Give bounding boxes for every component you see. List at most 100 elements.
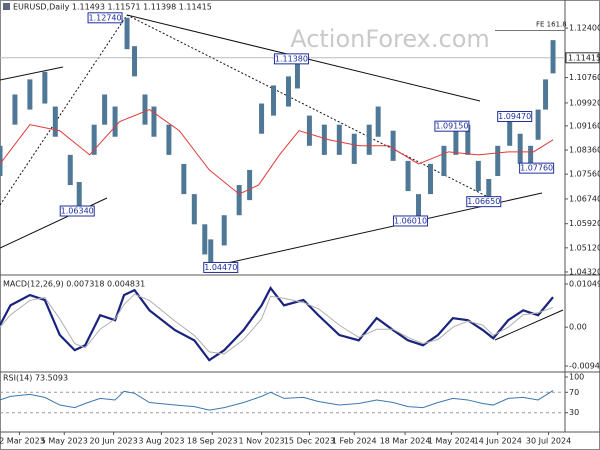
y-tick-label: 100 xyxy=(569,373,584,382)
annotation-label: 1.07760 xyxy=(520,164,553,173)
price-bar xyxy=(181,163,187,195)
y-tick-label: 1.09920 xyxy=(569,98,600,107)
y-tick-label: 0.01049 xyxy=(569,280,600,289)
price-bar xyxy=(475,160,481,192)
price-bar xyxy=(528,145,534,169)
y-tick-label: 1.04320 xyxy=(569,267,600,276)
price-bar xyxy=(495,145,501,176)
price-bar xyxy=(259,103,265,134)
trendline xyxy=(0,66,64,81)
price-bar xyxy=(390,130,396,161)
annotation-label: 1.11380 xyxy=(275,54,308,63)
indicator-line xyxy=(0,286,554,362)
annotation-label: 1.04470 xyxy=(204,263,237,272)
x-tick-label: 18 Mar 2024 xyxy=(380,437,431,446)
y-tick-label: 1.06740 xyxy=(569,194,600,203)
price-bar xyxy=(517,133,523,164)
title-icon xyxy=(3,3,10,10)
price-bar xyxy=(208,239,214,268)
x-tick-label: 1 May 2024 xyxy=(428,437,475,446)
x-tick-label: 14 Jun 2024 xyxy=(474,437,522,446)
last-price-label: 1.11415 xyxy=(568,53,600,62)
price-bar xyxy=(535,109,541,140)
annotation-box xyxy=(434,120,470,132)
price-bar xyxy=(294,58,300,89)
price-bar xyxy=(76,182,82,212)
annotation-label: 1.09150 xyxy=(435,122,468,131)
indicator-line xyxy=(0,390,554,411)
watermark: ActionForex.com xyxy=(290,25,490,53)
price-bar xyxy=(321,124,327,155)
price-bar xyxy=(306,115,312,146)
price-bar xyxy=(0,145,3,176)
fe-label: FE 161.8 xyxy=(536,20,567,28)
annotation-box xyxy=(393,215,429,227)
annotation-label: 1.09470 xyxy=(498,112,531,121)
annotation-label: 1.06650 xyxy=(467,197,500,206)
price-bar xyxy=(405,160,411,192)
price-bar xyxy=(112,106,118,137)
moving-average xyxy=(0,109,554,195)
price-bar xyxy=(236,185,242,216)
y-tick-label: 0.00 xyxy=(569,323,587,332)
price-bar xyxy=(416,194,422,221)
price-bar xyxy=(441,145,447,176)
x-tick-label: 20 Jun 2023 xyxy=(90,437,138,446)
last-price-box xyxy=(565,52,600,64)
y-tick-label: 1.08360 xyxy=(569,146,600,155)
price-bar xyxy=(27,79,33,110)
price-bar xyxy=(221,215,227,246)
annotation-label: 1.06010 xyxy=(394,216,427,225)
x-tick-label: 15 Dec 2023 xyxy=(284,437,335,446)
x-tick-label: 1 Feb 2024 xyxy=(332,437,377,446)
price-bar xyxy=(142,94,148,125)
y-tick-label: 30 xyxy=(569,408,579,417)
price-bar xyxy=(202,224,208,255)
x-tick-label: 5 May 2023 xyxy=(41,437,88,446)
trendline xyxy=(494,309,564,341)
price-bar xyxy=(550,40,556,74)
annotation-box xyxy=(203,261,239,273)
y-tick-label: 70 xyxy=(569,388,579,397)
annotation-box xyxy=(273,53,309,65)
annotation-box xyxy=(87,12,123,24)
price-bar xyxy=(151,106,157,137)
y-tick-label: 1.10760 xyxy=(569,73,600,82)
price-bar xyxy=(486,179,492,202)
annotation-label: 1.06340 xyxy=(61,207,94,216)
y-tick-label: -0.009435 xyxy=(569,362,600,371)
x-tick-label: 30 Jul 2024 xyxy=(526,437,571,446)
price-bar xyxy=(12,94,18,125)
price-bar xyxy=(166,124,172,155)
price-bar xyxy=(191,194,197,225)
y-tick-label: 1.07560 xyxy=(569,170,600,179)
x-tick-label: 18 Sep 2023 xyxy=(187,437,238,446)
price-bar xyxy=(91,124,97,155)
chart-title: EURUSD,Daily 1.11493 1.11571 1.11398 1.1… xyxy=(13,3,212,12)
annotation-box xyxy=(59,205,95,217)
annotation-box xyxy=(466,196,502,208)
price-bar xyxy=(465,124,471,155)
price-bar xyxy=(507,116,513,146)
price-bar xyxy=(453,124,459,155)
indicator-line xyxy=(0,293,554,355)
price-bar xyxy=(375,106,381,137)
price-bar xyxy=(271,85,277,116)
y-tick-label: 1.12400 xyxy=(569,24,600,33)
price-bar xyxy=(52,106,58,137)
price-bar xyxy=(247,169,253,201)
price-bar xyxy=(67,154,73,186)
price-bar xyxy=(366,124,372,155)
macd-title: MACD(12,26,9) 0.007318 0.004831 xyxy=(3,280,145,289)
price-bar xyxy=(102,94,108,125)
annotation-box xyxy=(519,162,555,174)
annotation-label: 1.12740 xyxy=(89,13,122,22)
price-bar xyxy=(427,163,433,195)
price-bar xyxy=(285,76,291,107)
price-bar xyxy=(543,79,549,110)
price-bar xyxy=(336,124,342,155)
price-bar xyxy=(42,71,48,104)
x-tick-label: 22 Mar 2023 xyxy=(0,437,45,446)
